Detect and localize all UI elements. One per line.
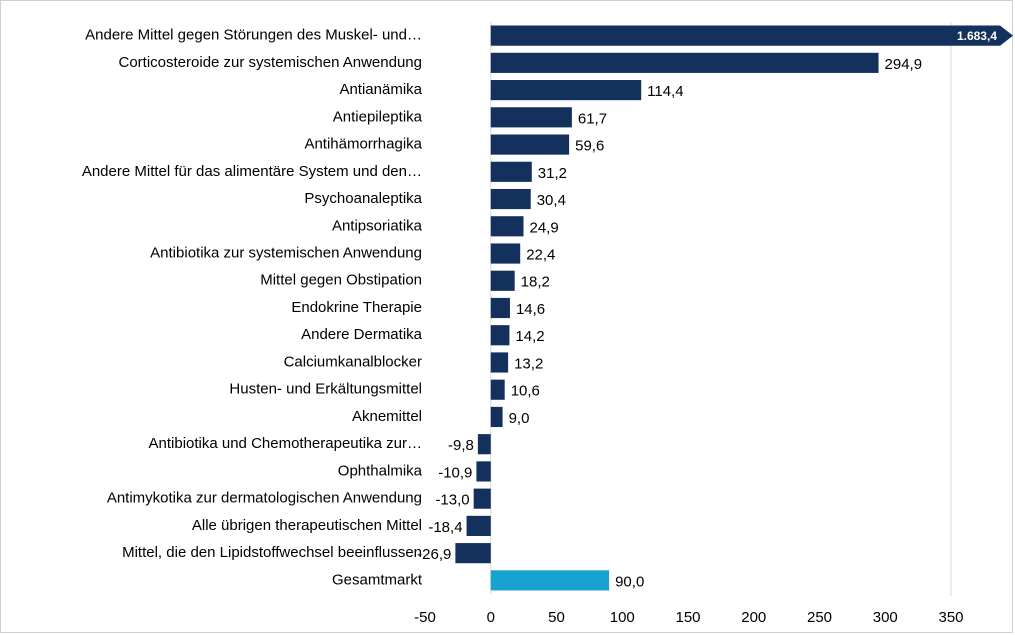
y-tick-label: Endokrine Therapie [291, 299, 422, 316]
value-label: 14,2 [515, 328, 544, 345]
bar [490, 325, 510, 346]
bar [490, 25, 1013, 46]
x-tick-label: 100 [610, 609, 635, 626]
y-tick-label: Corticosteroide zur systemischen Anwendu… [119, 54, 423, 71]
bar [490, 379, 505, 400]
value-label: 18,2 [521, 274, 550, 291]
value-label: 24,9 [529, 219, 558, 236]
bar [490, 52, 879, 73]
value-label: 9,0 [509, 410, 530, 427]
y-tick-label: Mittel, die den Lipidstoffwechsel beeinf… [122, 544, 422, 561]
value-label: 30,4 [537, 192, 566, 209]
y-tick-label: Psychoanaleptika [304, 190, 422, 207]
y-tick-label: Antihämorrhagika [304, 136, 422, 153]
value-label: 10,6 [511, 383, 540, 400]
y-tick-label: Andere Mittel für das alimentäre System … [82, 163, 422, 180]
bar [490, 352, 509, 373]
value-label: 1.683,4 [957, 29, 997, 43]
bar [490, 161, 532, 182]
x-tick-label: 0 [487, 609, 495, 626]
bar [466, 515, 491, 536]
x-tick-label: 250 [807, 609, 832, 626]
bar [490, 80, 642, 101]
y-tick-label: Gesamtmarkt [332, 571, 423, 588]
bar [490, 270, 515, 291]
value-label: -18,4 [428, 519, 462, 536]
y-tick-label: Antipsoriatika [332, 217, 423, 234]
bar [490, 216, 524, 237]
value-label: 294,9 [885, 56, 923, 73]
value-label: 114,4 [647, 83, 683, 100]
value-label: 61,7 [578, 110, 607, 127]
y-tick-label: Aknemittel [352, 408, 422, 425]
bar [490, 297, 510, 319]
value-label: -9,8 [448, 437, 474, 454]
x-tick-label: -50 [414, 609, 436, 626]
value-label: 14,6 [516, 301, 545, 318]
bar [490, 107, 572, 128]
bar [477, 434, 491, 455]
bar [476, 461, 491, 482]
value-label: -10,9 [438, 464, 472, 481]
value-label: 22,4 [526, 246, 555, 263]
y-tick-label: Antiepileptika [333, 108, 423, 125]
x-tick-label: 200 [741, 609, 766, 626]
value-label: 59,6 [575, 138, 604, 155]
x-tick-label: 50 [548, 609, 565, 626]
x-tick-label: 300 [873, 609, 898, 626]
y-tick-label: Antimykotika zur dermatologischen Anwend… [107, 490, 422, 507]
y-tick-label: Ophthalmika [338, 462, 423, 479]
y-tick-label: Antibiotika und Chemotherapeutika zur… [149, 435, 423, 452]
y-tick-label: Calciumkanalblocker [284, 353, 422, 370]
y-tick-label: Mittel gegen Obstipation [260, 272, 422, 289]
bar [455, 543, 491, 564]
y-tick-label: Antianämika [339, 81, 422, 98]
value-label: -13,0 [435, 492, 469, 509]
value-label: 90,0 [615, 573, 644, 590]
y-tick-label: Alle übrigen therapeutischen Mittel [192, 517, 422, 534]
bar [490, 134, 570, 155]
bar [490, 188, 531, 210]
y-tick-label: Husten- und Erkältungsmittel [229, 381, 422, 398]
y-tick-label: Andere Dermatika [301, 326, 423, 343]
value-label: 31,2 [538, 165, 567, 182]
bar [490, 570, 610, 591]
x-tick-label: 350 [938, 609, 963, 626]
value-label: -26,9 [417, 546, 451, 563]
bar [490, 243, 521, 264]
y-tick-label: Antibiotika zur systemischen Anwendung [150, 244, 422, 261]
x-tick-label: 150 [675, 609, 700, 626]
value-label: 13,2 [514, 355, 543, 372]
bar [473, 488, 491, 509]
bar [490, 406, 503, 428]
y-tick-label: Andere Mittel gegen Störungen des Muskel… [85, 27, 422, 44]
